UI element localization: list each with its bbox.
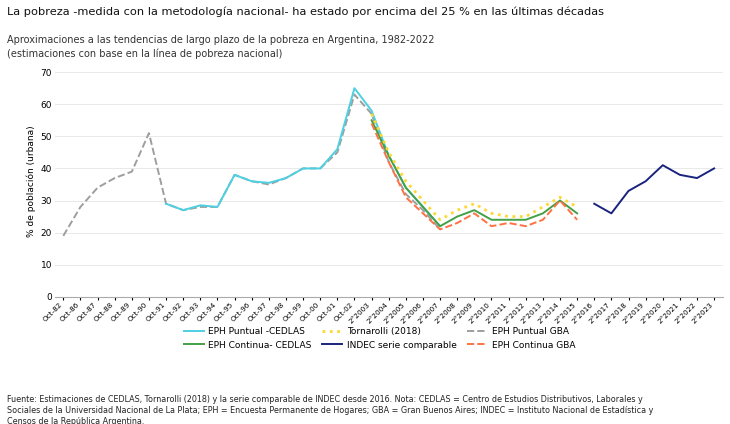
Text: (estimaciones con base en la línea de pobreza nacional): (estimaciones con base en la línea de po…	[7, 49, 283, 59]
Legend: EPH Puntual -CEDLAS, EPH Continua- CEDLAS, Tornarolli (2018), INDEC serie compar: EPH Puntual -CEDLAS, EPH Continua- CEDLA…	[184, 327, 575, 349]
Text: Aproximaciones a las tendencias de largo plazo de la pobreza en Argentina, 1982-: Aproximaciones a las tendencias de largo…	[7, 35, 435, 45]
Text: Fuente: Estimaciones de CEDLAS, Tornarolli (2018) y la serie comparable de INDEC: Fuente: Estimaciones de CEDLAS, Tornarol…	[7, 395, 643, 404]
Y-axis label: % de población (urbana): % de población (urbana)	[27, 126, 36, 237]
Text: La pobreza -medida con la metodología nacional- ha estado por encima del 25 % en: La pobreza -medida con la metodología na…	[7, 6, 604, 17]
Text: Censos de la República Argentina.: Censos de la República Argentina.	[7, 417, 145, 424]
Text: Sociales de la Universidad Nacional de La Plata; EPH = Encuesta Permanente de Ho: Sociales de la Universidad Nacional de L…	[7, 406, 653, 415]
